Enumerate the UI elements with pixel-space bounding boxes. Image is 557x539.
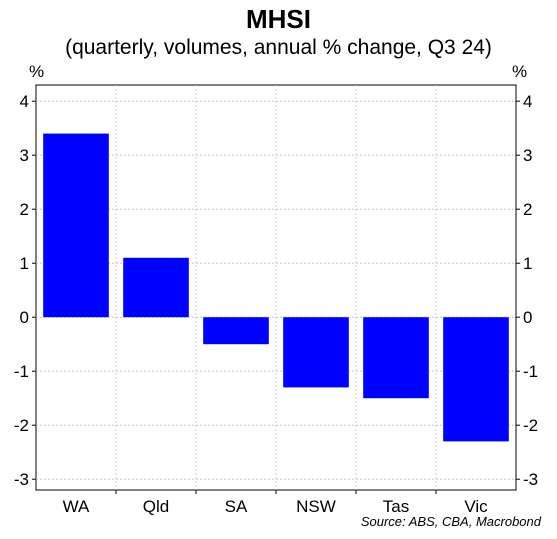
y-axis-unit-right: %: [512, 62, 528, 81]
axes: -3 -3 -2 -2 -1 -1 0 0 1 1 2 2 3 3 4 4 WA Qld SA NSW Tas Vic: [14, 92, 538, 516]
bar-nsw: [283, 317, 349, 388]
y-tick-label-right: -3: [523, 470, 538, 489]
x-tick-label: NSW: [296, 497, 336, 516]
y-tick-label-right: 4: [523, 92, 532, 111]
y-tick-label-right: -1: [523, 362, 538, 381]
bar-vic: [443, 317, 509, 442]
x-tick-label: Vic: [464, 497, 488, 516]
y-tick-label-left: -3: [14, 470, 29, 489]
gridlines: [36, 85, 516, 490]
y-tick-label-left: 3: [20, 146, 29, 165]
y-tick-label-right: 2: [523, 200, 532, 219]
x-tick-label: WA: [63, 497, 90, 516]
y-tick-label-left: 4: [20, 92, 29, 111]
y-tick-label-left: 0: [20, 308, 29, 327]
y-tick-label-left: 2: [20, 200, 29, 219]
y-axis-unit-left: %: [29, 62, 45, 81]
x-tick-label: Qld: [143, 497, 169, 516]
y-tick-label-right: 3: [523, 146, 532, 165]
y-tick-label-right: 0: [523, 308, 532, 327]
y-tick-label-right: 1: [523, 254, 532, 273]
bars: [43, 133, 509, 442]
source-note: Source: ABS, CBA, Macrobond: [360, 514, 541, 529]
bar-tas: [363, 317, 429, 399]
y-tick-label-right: -2: [523, 416, 538, 435]
bar-qld: [123, 257, 189, 318]
y-tick-label-left: -1: [14, 362, 29, 381]
bar-sa: [203, 317, 269, 345]
y-tick-label-left: 1: [20, 254, 29, 273]
chart-subtitle: (quarterly, volumes, annual % change, Q3…: [65, 36, 492, 59]
bar-wa: [43, 133, 109, 318]
x-tick-label: SA: [225, 497, 248, 516]
y-tick-label-left: -2: [14, 416, 29, 435]
x-tick-label: Tas: [383, 497, 409, 516]
chart-title: MHSI: [246, 4, 311, 34]
